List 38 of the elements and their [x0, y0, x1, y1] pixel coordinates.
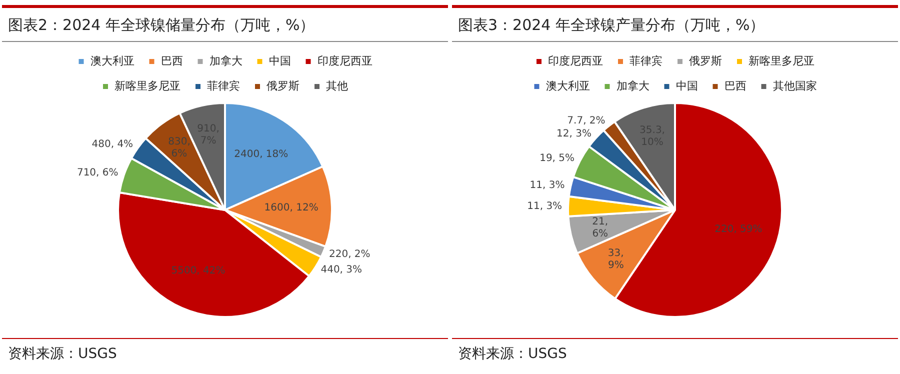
legend-label: 加拿大 — [616, 79, 650, 92]
data-label: 21, 6% — [592, 216, 608, 240]
legend-label: 巴西 — [160, 54, 183, 68]
chart-title: 图表3：2024 年全球镍产量分布（万吨，%） — [452, 8, 898, 42]
legend-label: 新喀里多尼亚 — [748, 54, 814, 68]
legend-label: 其他 — [326, 79, 348, 92]
legend-label: 印度尼西亚 — [317, 54, 372, 68]
data-label: 11, 3% — [530, 180, 565, 191]
data-label: 33, 9% — [608, 248, 624, 272]
data-label: 830, 6% — [168, 136, 190, 160]
data-label: 1600, 12% — [264, 202, 318, 214]
legend-label: 俄罗斯 — [266, 79, 300, 92]
text: 资料来源：USGS — [2, 338, 448, 369]
chart-title: 图表2：2024 年全球镍储量分布（万吨，%） — [2, 8, 448, 42]
legend-label: 巴西 — [724, 79, 746, 92]
legend-label: 菲律宾 — [207, 79, 240, 92]
data-label: 11, 3% — [527, 200, 562, 212]
legend-label: 澳大利亚 — [546, 79, 590, 92]
data-label: 19, 5% — [540, 152, 575, 164]
data-label: 220, 59% — [714, 224, 762, 236]
data-label: 7.7, 2% — [567, 116, 606, 127]
legend-label: 加拿大 — [209, 54, 242, 68]
data-label: 2400, 18% — [234, 148, 288, 160]
data-label: 440, 3% — [320, 264, 362, 276]
legend-label: 新喀里多尼亚 — [114, 79, 180, 92]
legend-label: 印度尼西亚 — [548, 54, 603, 68]
data-label: 220, 2% — [328, 248, 370, 260]
legend-label: 菲律宾 — [630, 54, 662, 68]
data-label: 710, 6% — [76, 167, 118, 178]
legend-label: 中国 — [676, 79, 698, 92]
data-label: 5500, 42% — [171, 265, 226, 276]
data-label: 12, 3% — [556, 128, 592, 140]
legend-label: 中国 — [268, 54, 291, 68]
legend-label: 澳大利亚 — [90, 54, 134, 68]
data-label: 480, 4% — [92, 138, 134, 150]
legend-label: 俄罗斯 — [689, 54, 722, 68]
text: 资料来源：USGS — [452, 338, 898, 369]
legend-label: 其他国家 — [772, 79, 817, 92]
